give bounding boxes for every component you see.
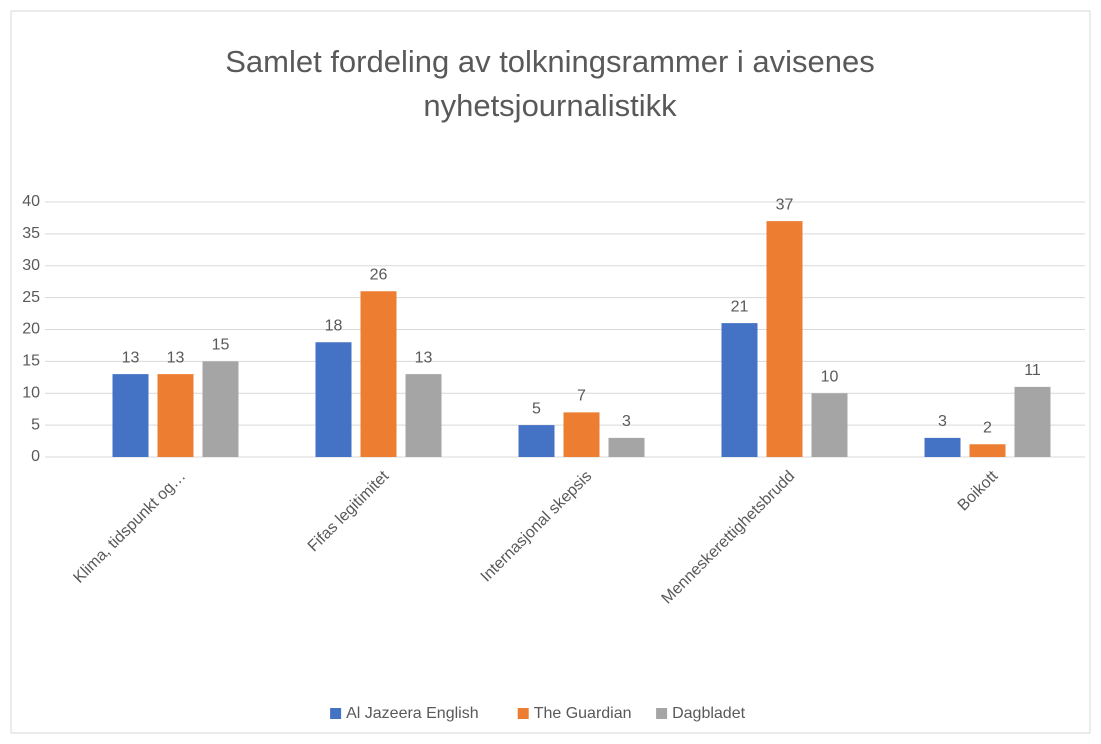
bar — [112, 374, 149, 457]
bar — [811, 393, 848, 457]
data-label: 26 — [370, 266, 388, 283]
bar — [405, 374, 442, 457]
bar — [1014, 386, 1051, 457]
data-label: 3 — [938, 413, 947, 430]
data-label: 15 — [212, 337, 230, 354]
data-label: 13 — [167, 349, 185, 366]
legend-label: The Guardian — [534, 705, 632, 722]
legend-label: Al Jazeera English — [346, 705, 479, 722]
y-tick-label: 15 — [22, 353, 40, 370]
chart-border — [10, 10, 1091, 734]
y-tick-label: 25 — [22, 289, 40, 306]
bar — [157, 374, 194, 457]
data-label: 10 — [821, 368, 839, 385]
bar — [202, 361, 239, 457]
chart-title: Samlet fordeling av tolkningsrammer i av… — [225, 44, 875, 123]
bar — [924, 437, 961, 457]
y-tick-label: 30 — [22, 257, 40, 274]
data-label: 37 — [776, 196, 794, 213]
data-label: 13 — [122, 349, 140, 366]
data-label: 11 — [1024, 362, 1041, 379]
data-label: 13 — [415, 349, 433, 366]
bar — [563, 412, 600, 457]
data-label: 3 — [622, 413, 631, 430]
bar — [518, 425, 555, 457]
data-label: 5 — [532, 400, 541, 417]
y-tick-label: 0 — [31, 448, 40, 465]
y-tick-label: 20 — [22, 321, 40, 338]
bar — [608, 437, 645, 457]
legend-label: Dagbladet — [672, 705, 746, 722]
y-tick-label: 35 — [22, 225, 40, 242]
data-label: 7 — [577, 388, 586, 405]
bar — [360, 291, 397, 457]
y-tick-label: 10 — [22, 384, 40, 401]
legend-swatch — [330, 708, 342, 719]
legend-swatch — [517, 708, 529, 719]
legend-swatch — [656, 708, 668, 719]
y-tick-label: 40 — [22, 193, 40, 210]
bar — [766, 221, 803, 457]
data-label: 21 — [731, 298, 749, 315]
bar — [969, 444, 1006, 457]
bar — [315, 342, 352, 457]
y-tick-label: 5 — [31, 416, 40, 433]
data-label: 2 — [983, 419, 992, 436]
bar — [721, 323, 758, 457]
data-label: 18 — [325, 317, 343, 334]
